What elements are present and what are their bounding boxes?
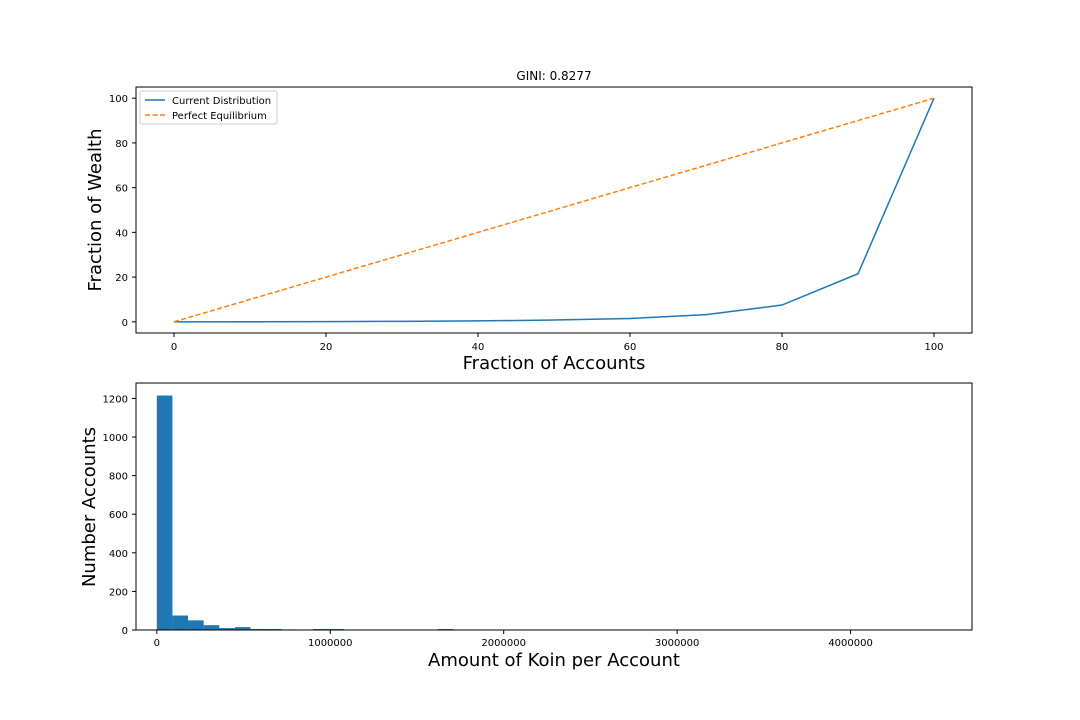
x-tick-label: 80 xyxy=(776,342,789,353)
y-tick-label: 20 xyxy=(115,273,128,284)
x-tick-label: 100 xyxy=(924,342,943,353)
y-tick-label: 80 xyxy=(115,139,128,150)
y-tick-label: 0 xyxy=(122,626,128,637)
histogram-bar xyxy=(203,625,220,630)
lorenz-plot-area xyxy=(135,86,973,334)
y-tick-label: 100 xyxy=(109,94,128,105)
lorenz-chart-title: GINI: 0.8277 xyxy=(516,69,591,83)
lorenz-y-ticks: 0 20 40 60 80 100 xyxy=(109,94,136,329)
series-line-perfect-equilibrium xyxy=(173,97,935,323)
histogram-bar xyxy=(219,628,235,630)
legend-label-perfect-equilibrium: Perfect Equilibrium xyxy=(172,111,267,122)
y-tick-label: 40 xyxy=(115,228,128,239)
x-tick-label: 2000000 xyxy=(481,638,526,649)
histogram-bar xyxy=(234,627,251,630)
x-tick-label: 3000000 xyxy=(655,638,700,649)
y-tick-label: 800 xyxy=(109,472,128,483)
x-tick-label: 0 xyxy=(154,638,160,649)
histogram-y-axis-label: Number Accounts xyxy=(79,427,100,587)
y-tick-label: 600 xyxy=(109,510,128,521)
lorenz-series xyxy=(173,97,935,323)
histogram-bars xyxy=(156,395,454,630)
histogram-x-ticks: 0 1000000 2000000 3000000 4000000 xyxy=(154,630,873,649)
legend-label-current-distribution: Current Distribution xyxy=(172,96,271,107)
series-line-current-distribution xyxy=(173,97,935,323)
x-tick-label: 40 xyxy=(472,342,485,353)
x-tick-label: 20 xyxy=(320,342,333,353)
lorenz-x-ticks: 0 20 40 60 80 100 xyxy=(171,333,944,353)
y-tick-label: 60 xyxy=(115,184,128,195)
x-tick-label: 0 xyxy=(171,342,177,353)
histogram-y-ticks: 0 200 400 600 800 1000 1200 xyxy=(103,394,136,637)
lorenz-y-axis-label: Fraction of Wealth xyxy=(85,129,106,292)
y-tick-label: 1200 xyxy=(103,394,128,405)
histogram-plot-area xyxy=(135,382,973,631)
histogram-bar xyxy=(188,620,204,630)
histogram-bar xyxy=(156,395,173,630)
histogram-bar xyxy=(172,615,189,630)
y-tick-label: 0 xyxy=(122,318,128,329)
lorenz-chart: GINI: 0.8277 0 20 40 60 80 100 0 20 40 60 80 100 C… xyxy=(85,69,973,374)
lorenz-x-axis-label: Fraction of Accounts xyxy=(463,353,646,374)
y-tick-label: 200 xyxy=(109,587,128,598)
histogram-x-axis-label: Amount of Koin per Account xyxy=(428,650,680,671)
lorenz-legend: Current Distribution Perfect Equilibrium xyxy=(139,90,278,125)
x-tick-label: 1000000 xyxy=(308,638,353,649)
x-tick-label: 60 xyxy=(624,342,637,353)
x-tick-label: 4000000 xyxy=(828,638,873,649)
y-tick-label: 400 xyxy=(109,549,128,560)
histogram-chart: 0 1000000 2000000 3000000 4000000 0 200 400 600… xyxy=(79,382,973,671)
y-tick-label: 1000 xyxy=(103,433,128,444)
legend-frame xyxy=(139,90,278,125)
